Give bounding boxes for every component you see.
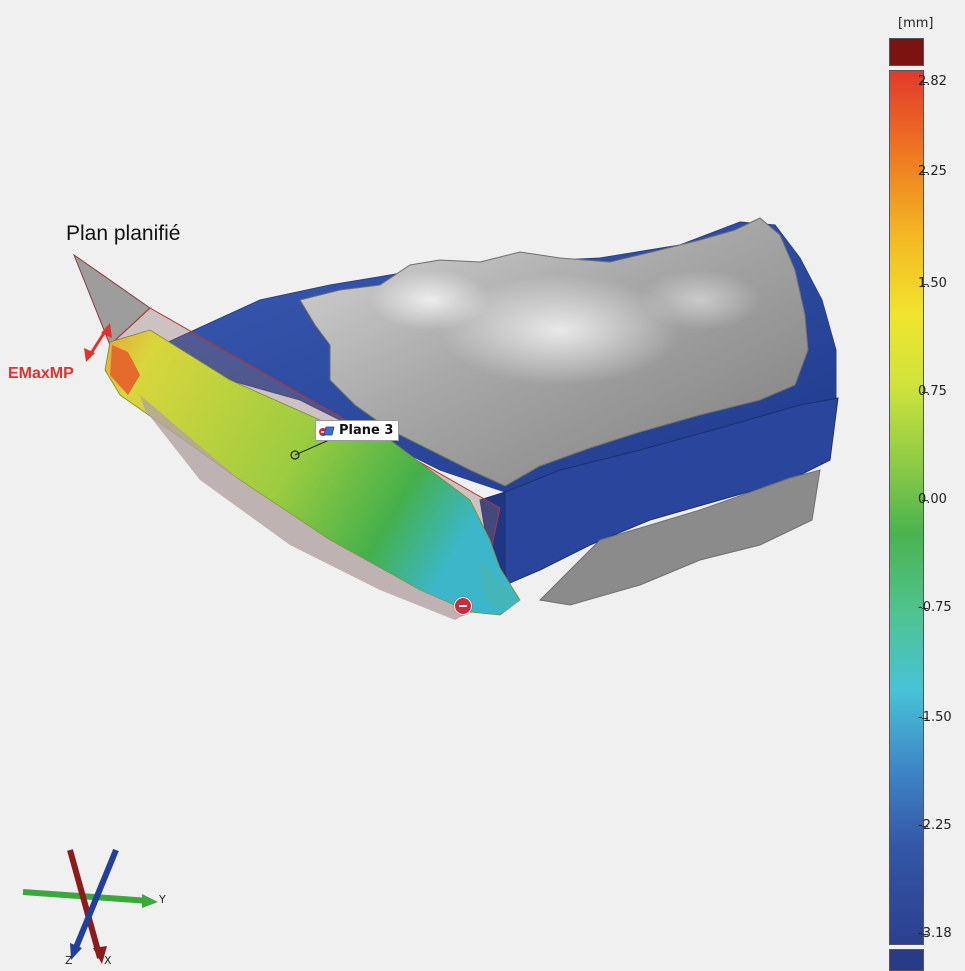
leader-anchor-icon [290,450,300,460]
legend-tick-label: 2.82 [918,74,947,89]
legend-tick-label: 2.25 [918,164,947,179]
legend-tick [922,284,928,285]
legend-tick-label: -0.75 [918,600,952,615]
legend-overflow-top [889,38,924,66]
legend-gradient-bar [889,70,924,945]
legend-tick-label: 0.00 [918,492,947,507]
emax-label: EMaxMP [8,365,74,382]
bone-underside [538,469,821,606]
legend-tick-label: -3.18 [918,926,952,941]
remove-marker-icon[interactable] [454,597,472,615]
legend-tick [922,82,928,83]
legend-tick [922,500,928,501]
axis-label-x: X [104,954,112,965]
legend-tick-label: -2.25 [918,818,952,833]
cut-face-front [504,397,839,586]
legend-tick [922,934,928,935]
axis-triad: Y Z X [22,848,166,965]
legend-tick [922,172,928,173]
color-scale-legend: [mm] 2.82 2.25 1.50 0.75 0.00 -0.75 -1.5… [884,16,965,971]
legend-tick-label: -1.50 [918,710,952,725]
axis-label-y: Y [158,893,166,906]
legend-tick [922,826,928,827]
plane-icon [319,424,335,437]
plane-3-label: Plane 3 [339,423,394,438]
legend-tick-label: 0.75 [918,384,947,399]
legend-tick [922,718,928,719]
legend-tick-label: 1.50 [918,276,947,291]
legend-tick [922,608,928,609]
legend-unit: [mm] [898,16,934,31]
plane-3-tag[interactable]: Plane 3 [315,420,400,441]
axis-label-z: Z [65,954,73,965]
legend-tick [922,392,928,393]
planned-plane-label: Plan planifié [66,222,181,245]
legend-overflow-bottom [889,949,924,971]
